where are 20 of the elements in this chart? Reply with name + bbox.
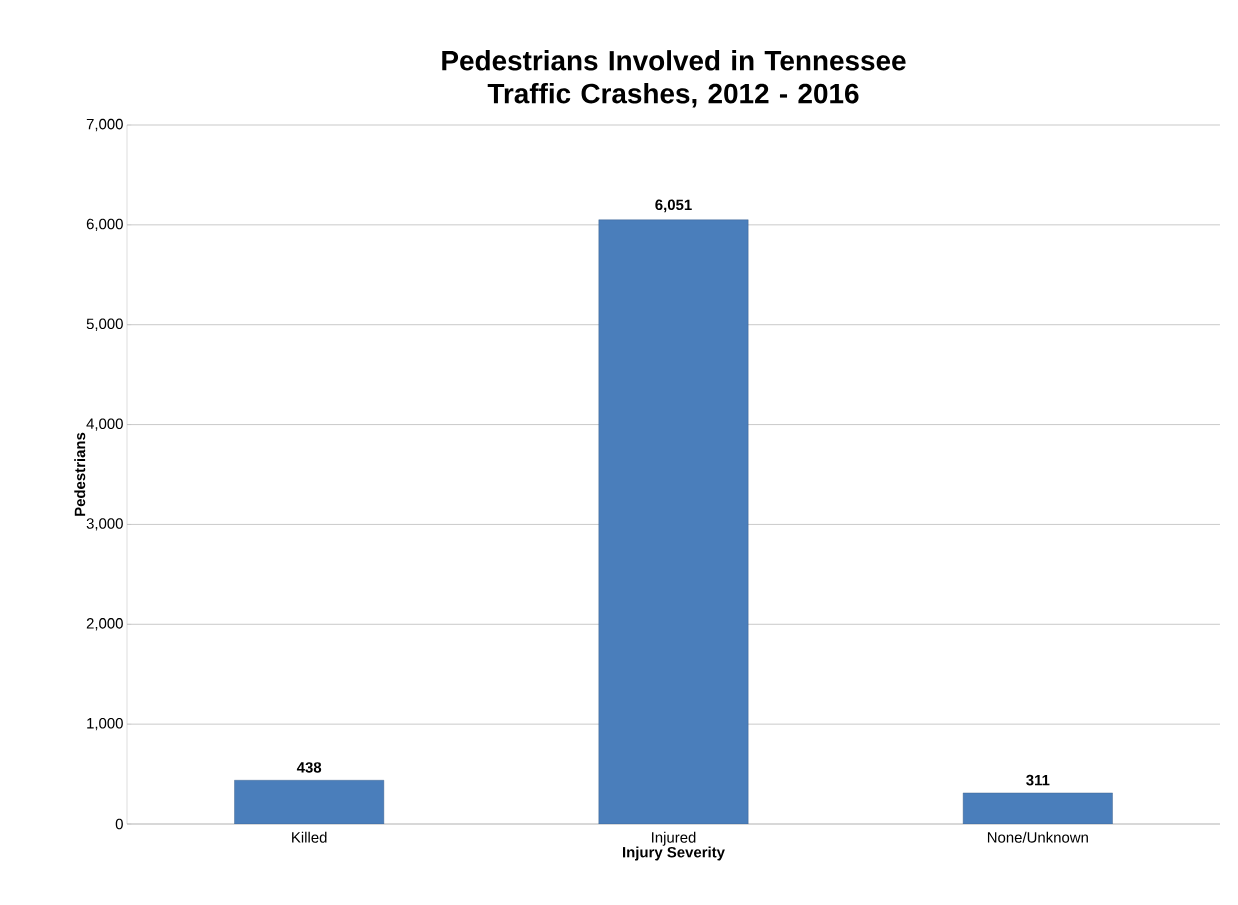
data-label: 438 <box>296 762 322 773</box>
x-tick-label: Killed <box>292 831 327 843</box>
x-axis-title: Injury Severity <box>623 846 725 861</box>
y-tick-label: 3,000 <box>86 518 123 531</box>
bar <box>234 780 385 824</box>
bar <box>598 219 749 824</box>
y-tick-label: 2,000 <box>86 618 123 631</box>
y-axis-title: Pedestrians <box>74 432 86 516</box>
x-tick-label: Injured <box>652 831 696 846</box>
y-tick-label: 7,000 <box>86 118 123 132</box>
y-tick-label: 0 <box>115 818 123 830</box>
data-label: 6,051 <box>655 199 692 213</box>
y-tick-label: 1,000 <box>87 717 123 731</box>
chart-title: Pedestrians Involved in Tennessee Traffic Crashes, 2012 - 2016 <box>442 50 906 108</box>
x-tick-label: None/Unknown <box>987 831 1088 843</box>
data-label: 311 <box>1026 774 1050 786</box>
bar <box>962 792 1113 824</box>
y-tick-label: 4,000 <box>86 418 123 431</box>
y-tick-label: 5,000 <box>86 318 123 331</box>
y-tick-label: 6,000 <box>86 218 123 232</box>
